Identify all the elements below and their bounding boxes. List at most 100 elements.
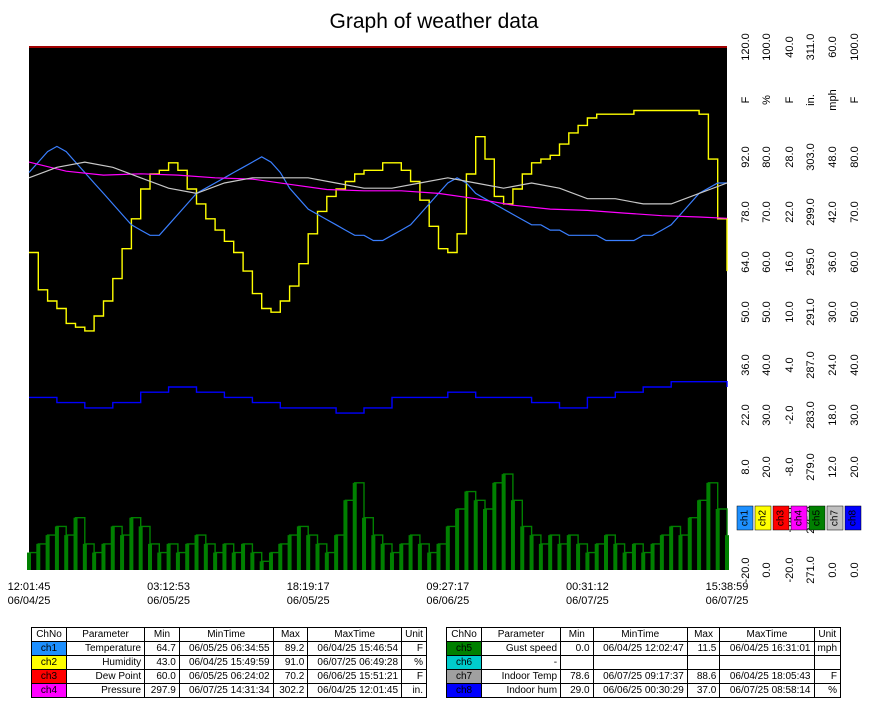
x-tick-date: 06/07/25 — [566, 595, 609, 607]
y-tick-label: -2.0 — [784, 406, 796, 425]
stats-table-right: ChNo Parameter Min MinTime Max MaxTime U… — [445, 627, 841, 698]
y-tick-label: 36.0 — [740, 354, 752, 375]
stats-mintime: 06/05/25 06:34:55 — [178, 641, 274, 656]
legend-label-ch5: ch5 — [812, 510, 823, 527]
stats-chno: ch5 — [445, 641, 483, 656]
y-tick-label: 30.0 — [827, 301, 839, 322]
col-min: Min — [144, 627, 180, 642]
legend-label-ch7: ch7 — [830, 510, 841, 527]
y-tick-label: 30.0 — [849, 404, 861, 425]
y-axis-unit: F — [740, 96, 752, 103]
y-tick-label: 22.0 — [784, 201, 796, 222]
x-tick-date: 06/05/25 — [287, 595, 330, 607]
stats-min: 60.0 — [144, 669, 180, 684]
stats-mintime: 06/07/25 14:31:34 — [178, 683, 274, 698]
stats-parameter: Humidity — [65, 655, 146, 670]
legend-label-ch4: ch4 — [794, 510, 805, 527]
y-tick-label: 28.0 — [784, 146, 796, 167]
y-tick-label: 78.0 — [740, 201, 752, 222]
y-tick-label: 48.0 — [827, 146, 839, 167]
stats-header-row: ChNo Parameter Min MinTime Max MaxTime U… — [445, 627, 841, 642]
stats-parameter: Indoor hum — [481, 683, 562, 698]
y-tick-label: 12.0 — [827, 456, 839, 477]
stats-min — [560, 655, 594, 670]
series-line-ch2 — [29, 109, 728, 332]
stats-min: 78.6 — [560, 669, 594, 684]
y-tick-label: 40.0 — [784, 36, 796, 57]
y-tick-label: 311.0 — [805, 34, 817, 61]
x-tick-date: 06/06/25 — [426, 595, 469, 607]
y-tick-label: 0.0 — [761, 562, 773, 577]
y-tick-label: 291.0 — [805, 298, 817, 326]
y-tick-label: 64.0 — [740, 251, 752, 272]
stats-unit: % — [813, 683, 841, 698]
plot-area — [29, 47, 727, 570]
stats-min: 0.0 — [560, 641, 594, 656]
stats-row: ch6- — [445, 655, 841, 670]
stats-table-left: ChNo Parameter Min MinTime Max MaxTime U… — [31, 627, 427, 698]
col-unit: Unit — [813, 627, 841, 642]
x-tick-time: 12:01:45 — [8, 581, 51, 593]
y-tick-label: -8.0 — [784, 458, 796, 477]
col-min: Min — [560, 627, 594, 642]
stats-parameter: - — [481, 655, 562, 670]
chart-title: Graph of weather data — [330, 10, 539, 33]
series-line-ch1 — [28, 145, 727, 242]
stats-chno: ch8 — [445, 683, 483, 698]
y-tick-label: 100.0 — [849, 33, 861, 61]
x-tick-date: 06/04/25 — [8, 595, 51, 607]
legend-swatch-ch7 — [826, 505, 844, 531]
channel-legend: ch1 ch2 ch3 ch4 ch5 ch7 ch8 — [736, 505, 862, 531]
x-tick-time: 09:27:17 — [426, 581, 469, 593]
stats-mintime: 06/04/25 15:49:59 — [178, 655, 274, 670]
series-layer — [27, 109, 729, 570]
stats-max: 91.0 — [272, 655, 309, 670]
y-tick-label: 42.0 — [827, 201, 839, 222]
y-tick-label: 92.0 — [740, 146, 752, 167]
col-mintime: MinTime — [592, 627, 688, 642]
stats-maxtime: 06/04/25 15:46:54 — [307, 641, 403, 656]
y-tick-label: -20.0 — [784, 557, 796, 582]
legend-label-ch2: ch2 — [758, 510, 769, 527]
x-tick-time: 15:38:59 — [706, 581, 749, 593]
stats-mintime: 06/05/25 06:24:02 — [178, 669, 274, 684]
stats-max: 11.5 — [686, 641, 721, 656]
y-tick-label: 0.0 — [827, 562, 839, 577]
col-unit: Unit — [401, 627, 427, 642]
y-tick-label: 70.0 — [849, 201, 861, 222]
stats-row: ch8 Indoor hum 29.0 06/06/25 00:30:29 37.0 06… — [445, 683, 841, 698]
stats-row: ch2 Humidity 43.0 06/04/25 15:49:59 91.0 06/0… — [31, 655, 427, 670]
stats-maxtime: 06/04/25 18:05:43 — [719, 669, 815, 684]
stats-unit: F — [401, 669, 427, 684]
col-chno: ChNo — [445, 627, 483, 642]
y-tick-label: 10.0 — [784, 301, 796, 322]
stats-maxtime: 06/07/25 06:49:28 — [307, 655, 403, 670]
col-chno: ChNo — [31, 627, 67, 642]
col-maxtime: MaxTime — [307, 627, 403, 642]
y-tick-label: 22.0 — [740, 404, 752, 425]
x-tick-time: 18:19:17 — [287, 581, 330, 593]
y-tick-label: 60.0 — [827, 36, 839, 57]
col-max: Max — [686, 627, 721, 642]
y-tick-label: 30.0 — [761, 404, 773, 425]
stats-header-row: ChNo Parameter Min MinTime Max MaxTime U… — [31, 627, 427, 642]
y-tick-label: 20.0 — [761, 456, 773, 477]
y-tick-label: 50.0 — [761, 301, 773, 322]
stats-chno: ch1 — [31, 641, 67, 656]
stats-min: 64.7 — [144, 641, 180, 656]
stats-maxtime — [719, 655, 815, 670]
legend-label-ch8: ch8 — [848, 510, 859, 527]
y-tick-label: 24.0 — [827, 354, 839, 375]
series-line-ch8 — [29, 381, 728, 414]
y-tick-label: 303.0 — [805, 143, 817, 171]
stats-row: ch1 Temperature 64.7 06/05/25 06:34:55 89.2 0… — [31, 641, 427, 656]
y-tick-label: 0.0 — [849, 562, 861, 577]
legend-swatch-ch1 — [736, 505, 754, 531]
stats-max: 302.2 — [272, 683, 309, 698]
series-line-ch5 — [29, 473, 728, 562]
stats-mintime: 06/07/25 09:17:37 — [592, 669, 688, 684]
legend-swatch-ch8 — [844, 505, 862, 531]
y-tick-label: 295.0 — [805, 248, 817, 276]
y-tick-label: 70.0 — [761, 201, 773, 222]
